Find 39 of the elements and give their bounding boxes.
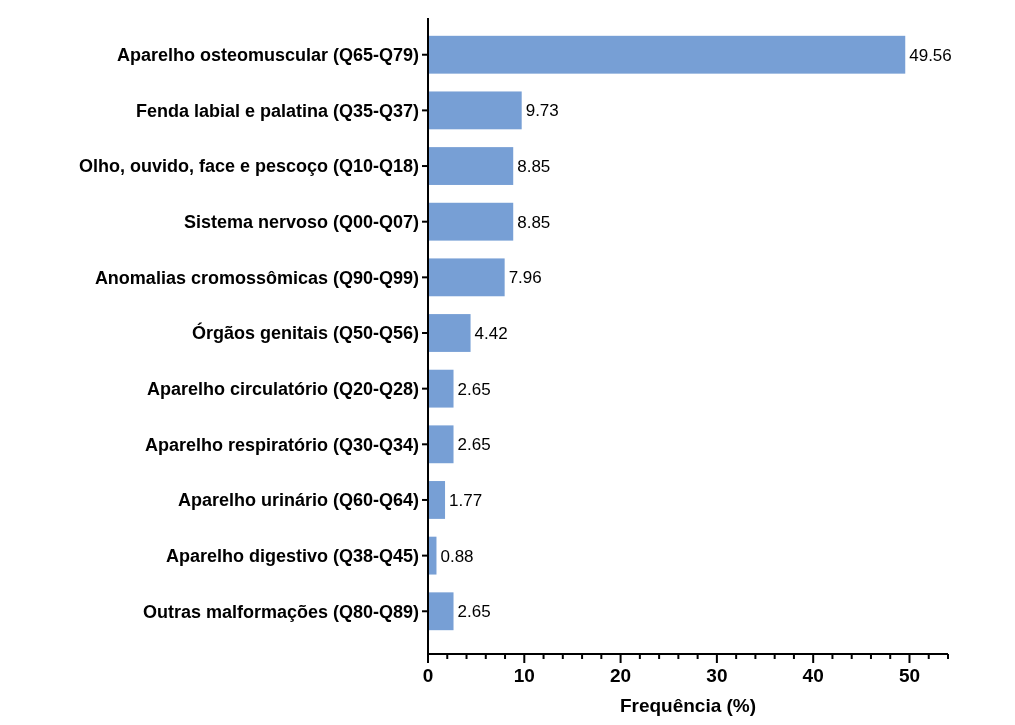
bar [428,91,522,130]
bar [428,258,505,297]
bar [428,147,514,185]
data-label: 2.65 [457,379,491,399]
y-tick-label: Órgãos genitais (Q50-Q56) [191,322,419,344]
y-tick-label: Aparelho respiratório (Q30-Q34) [144,434,419,455]
y-tick-label: Aparelho circulatório (Q20-Q28) [146,378,419,399]
data-label: 8.85 [517,212,551,232]
y-tick-label: Aparelho osteomuscular (Q65-Q79) [116,45,419,66]
data-label: 0.88 [440,546,474,566]
data-label: 4.42 [474,323,508,343]
y-tick-label: Aparelho urinário (Q60-Q64) [177,490,419,511]
y-tick-label: Olho, ouvido, face e pescoço (Q10-Q18) [78,156,419,177]
x-tick-label: 50 [898,665,921,686]
bar [428,425,454,464]
y-tick-label: Anomalias cromossômicas (Q90-Q99) [94,267,419,288]
bar [428,35,906,74]
x-tick-label: 20 [610,665,632,686]
x-tick-label: 10 [513,665,535,686]
bar [428,592,454,631]
x-axis-title: Frequência (%) [619,695,757,716]
data-label: 8.85 [517,156,551,176]
data-label: 7.96 [508,268,542,288]
bar [428,369,454,408]
x-tick-label: 40 [802,665,824,686]
data-label: 9.73 [525,101,559,121]
bar [428,202,514,241]
data-label: 49.56 [909,45,952,65]
y-tick-label: Fenda labial e palatina (Q35-Q37) [135,100,419,121]
x-tick-label: 0 [422,665,434,686]
x-tick-label: 30 [706,665,728,686]
bar [428,314,471,352]
y-tick-label: Sistema nervoso (Q00-Q07) [183,211,419,232]
data-label: 2.65 [457,602,491,622]
bar [428,481,446,519]
y-tick-label: Aparelho digestivo (Q38-Q45) [165,545,419,566]
data-label: 2.65 [457,435,491,455]
data-label: 1.77 [449,490,483,510]
y-tick-label: Outras malformações (Q80-Q89) [142,601,419,622]
